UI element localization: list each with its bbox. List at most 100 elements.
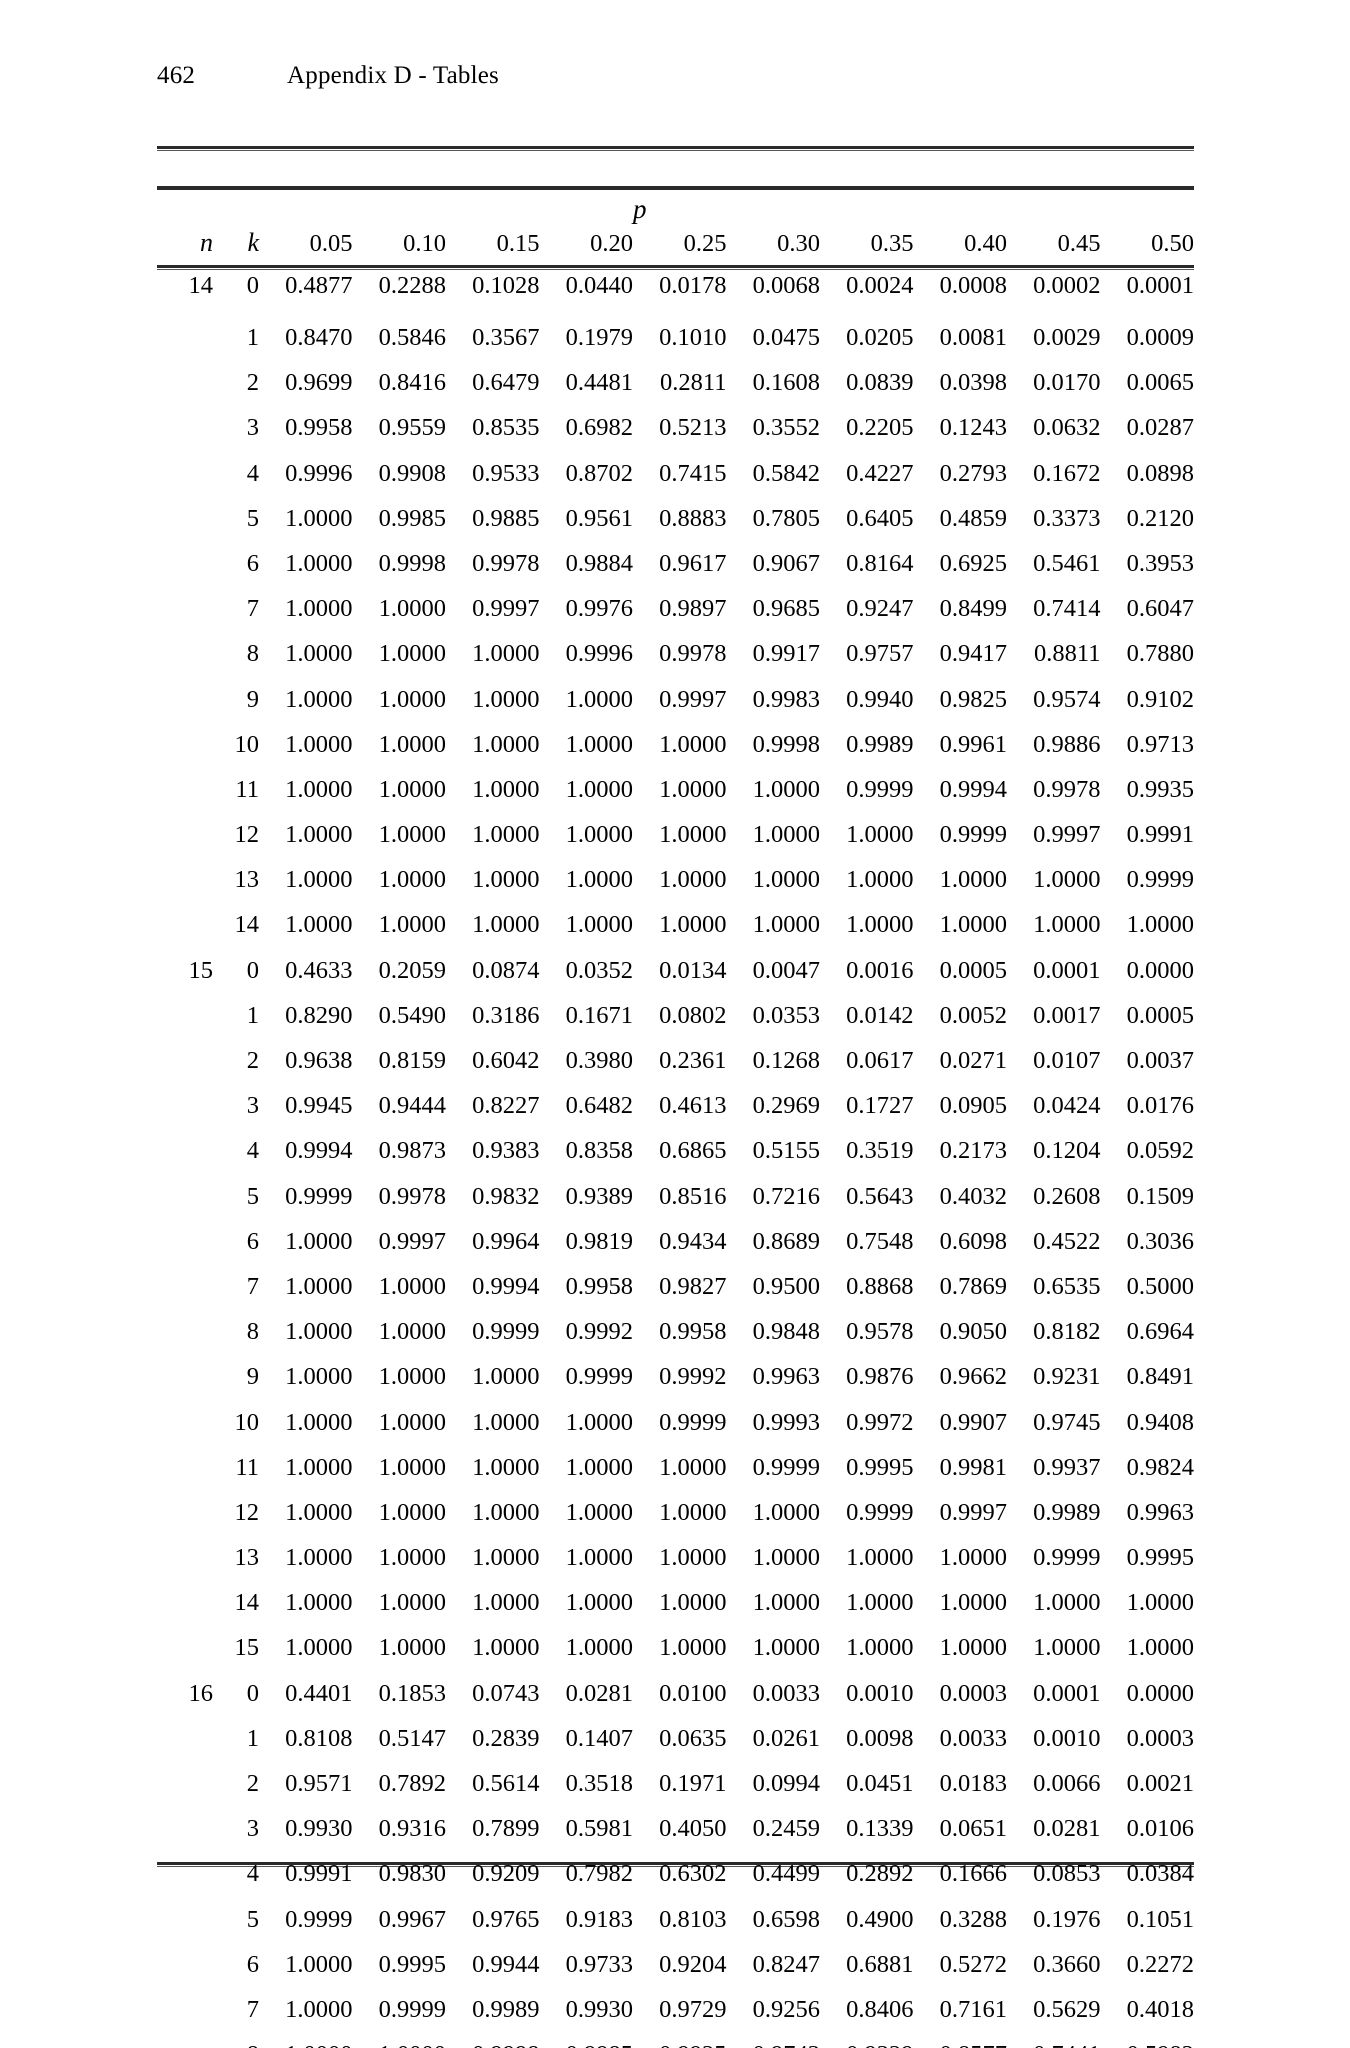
- cell-probability: 0.0002: [1033, 272, 1101, 299]
- cell-probability: 0.9996: [285, 459, 353, 487]
- cell-probability: 1.0000: [285, 1408, 353, 1436]
- cell-probability: 0.9997: [659, 685, 727, 713]
- column-header-p-0.30: 0.30: [777, 230, 820, 257]
- cell-probability: 1.0000: [939, 866, 1007, 894]
- cell-probability: 0.9989: [472, 1995, 540, 2023]
- cell-probability: 1.0000: [1033, 866, 1101, 894]
- p-row-spacer-3: [446, 196, 540, 230]
- cell-probability: 0.0065: [1126, 369, 1194, 397]
- cell-probability: 1.0000: [285, 1453, 353, 1481]
- cell-probability: 1.0000: [285, 1272, 353, 1300]
- cell-probability: 0.6479: [472, 369, 540, 397]
- cell-probability: 0.0098: [846, 1724, 914, 1752]
- cell-probability: 0.9964: [472, 1227, 540, 1255]
- table-body: p n k 0.05 0.10 0.15 0.20 0.25 0.30 0.35 0.40 0.45…: [157, 196, 1195, 2048]
- cell-probability: 1.0000: [659, 1453, 727, 1481]
- cell-probability: 0.9958: [565, 1272, 633, 1300]
- cell-probability: 0.5842: [752, 459, 820, 487]
- cell-probability: 0.9832: [472, 1182, 540, 1210]
- cell-probability: 0.5147: [378, 1724, 446, 1752]
- cell-probability: 0.0009: [1126, 324, 1194, 351]
- cell-probability: 1.0000: [659, 1589, 727, 1617]
- cell-n: [157, 642, 213, 687]
- cell-probability: 0.9999: [659, 1408, 727, 1436]
- cell-probability: 0.2173: [939, 1137, 1007, 1165]
- cell-probability: 0.0016: [846, 956, 914, 984]
- cell-probability: 0.9995: [1126, 1544, 1194, 1572]
- cell-probability: 0.9961: [939, 730, 1007, 758]
- cell-n: [157, 1230, 213, 1275]
- cell-probability: 0.4522: [1033, 1227, 1101, 1255]
- cell-probability: 0.2288: [378, 272, 446, 299]
- cell-probability: 0.0106: [1126, 1815, 1194, 1843]
- cell-probability: 0.8290: [285, 1001, 353, 1029]
- cell-probability: 0.0261: [752, 1724, 820, 1752]
- cell-probability: 0.9383: [472, 1137, 540, 1165]
- cell-k: 12: [234, 821, 260, 849]
- cell-probability: 0.9978: [1033, 775, 1101, 803]
- cell-probability: 0.9994: [472, 1272, 540, 1300]
- cell-probability: 0.9999: [1126, 866, 1194, 894]
- cell-k: 8: [246, 1318, 259, 1346]
- p-row-spacer-n: [157, 196, 213, 230]
- cell-probability: 0.0107: [1033, 1047, 1101, 1074]
- cell-probability: 0.5629: [1033, 1995, 1101, 2023]
- cell-probability: 0.4633: [285, 956, 353, 984]
- cell-n: [157, 688, 213, 733]
- cell-probability: 1.0000: [565, 821, 633, 849]
- cell-probability: 0.9998: [752, 730, 820, 758]
- cell-probability: 0.8103: [659, 1905, 727, 1933]
- cell-probability: 1.0000: [1126, 911, 1194, 939]
- cell-k: 10: [234, 730, 260, 758]
- cell-probability: 0.0100: [659, 1679, 727, 1707]
- cell-probability: 0.9999: [752, 1453, 820, 1481]
- cell-probability: 0.0853: [1033, 1860, 1101, 1888]
- column-header-p-0.20: 0.20: [590, 230, 633, 257]
- table-row: 7 1.0000 1.0000 0.9994 0.9958 0.9827 0.9500 0.8…: [157, 1272, 1194, 1320]
- cell-k: 5: [246, 1182, 259, 1210]
- column-header-p-0.35: 0.35: [870, 230, 914, 257]
- cell-probability: 0.9992: [659, 1363, 727, 1391]
- cell-probability: 0.0029: [1033, 324, 1101, 351]
- cell-probability: 0.9997: [1033, 821, 1101, 849]
- p-row-spacer-k: [213, 196, 259, 230]
- cell-probability: 1.0000: [472, 1589, 540, 1617]
- p-row-spacer-4: [540, 196, 634, 230]
- cell-probability: 1.0000: [939, 911, 1007, 939]
- cell-probability: 1.0000: [565, 866, 633, 894]
- cell-probability: 1.0000: [846, 911, 914, 939]
- cell-probability: 1.0000: [285, 1995, 353, 2023]
- running-head: 462 Appendix D - Tables: [157, 62, 1197, 102]
- cell-probability: 0.9994: [939, 775, 1007, 803]
- cell-probability: 0.6535: [1033, 1272, 1101, 1300]
- cell-k: 1: [246, 324, 259, 351]
- cell-k: 4: [246, 459, 259, 487]
- cell-probability: 0.3373: [1033, 504, 1101, 532]
- cell-probability: 0.9978: [472, 549, 540, 577]
- cell-probability: 0.9434: [659, 1227, 727, 1255]
- cell-probability: 1.0000: [285, 1227, 353, 1255]
- cell-probability: 1.0000: [659, 1498, 727, 1526]
- cell-k: 9: [246, 1363, 259, 1391]
- cell-probability: 0.9067: [752, 549, 820, 577]
- cell-probability: 0.4032: [939, 1182, 1007, 1210]
- cell-probability: 1.0000: [285, 1363, 353, 1391]
- cell-k: 3: [246, 414, 259, 442]
- p-row-spacer-8: [914, 196, 1008, 230]
- cell-probability: 0.2839: [472, 1724, 540, 1752]
- cell-probability: 1.0000: [659, 1634, 727, 1662]
- cell-probability: 1.0000: [378, 775, 446, 803]
- cell-probability: 0.5614: [472, 1770, 540, 1797]
- cell-probability: 0.0052: [939, 1001, 1007, 1029]
- cell-probability: 0.2608: [1033, 1182, 1101, 1210]
- table-row: 5 0.9999 0.9978 0.9832 0.9389 0.8516 0.7216 0.5…: [157, 1182, 1194, 1230]
- p-row-spacer-1: [259, 196, 353, 230]
- cell-probability: 0.9999: [565, 1363, 633, 1391]
- cell-k: 0: [246, 956, 259, 984]
- cell-probability: 0.8416: [378, 369, 446, 397]
- cell-probability: 0.9981: [939, 1453, 1007, 1481]
- cell-probability: 1.0000: [285, 549, 353, 577]
- cell-k: 0: [246, 272, 259, 299]
- cell-probability: 0.9765: [472, 1905, 540, 1933]
- cell-probability: 0.0183: [939, 1770, 1007, 1797]
